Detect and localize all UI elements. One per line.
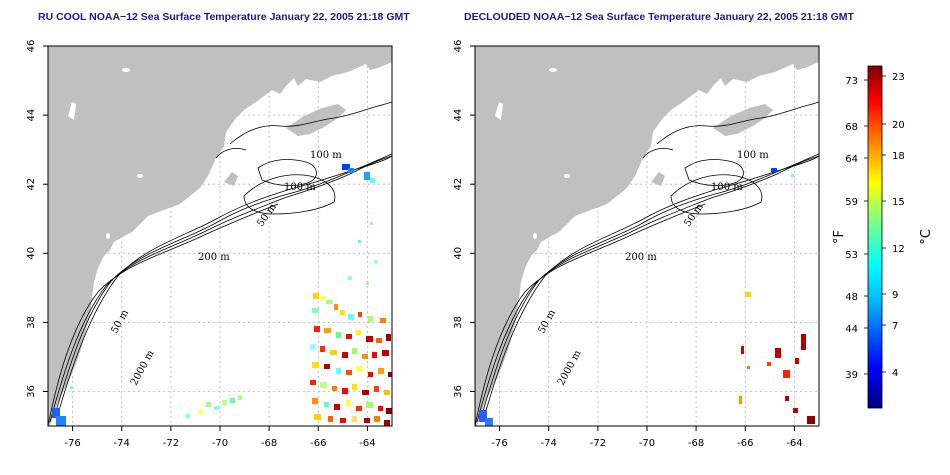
colorbar-f-tick-0: 73: [845, 76, 858, 87]
colorbar-c-tick-1: 20: [892, 120, 905, 131]
right-xtick-1: -74: [541, 438, 557, 449]
right-ytick-3: 40: [453, 247, 464, 260]
left-label-100m-north: 100 m: [310, 150, 342, 161]
left-ytick-5: 36: [26, 385, 37, 398]
right-georges-bank-loop: [670, 174, 763, 215]
right-ytick-0: 46: [453, 40, 464, 53]
left-isobath-50: [48, 203, 279, 426]
colorbar-f-tick-2: 64: [845, 154, 858, 165]
right-ytick-5: 36: [453, 385, 464, 398]
left-lakes: [68, 68, 143, 239]
left-xtick-3: -70: [212, 438, 228, 449]
right-xtick-3: -70: [639, 438, 655, 449]
left-xtick-2: -72: [163, 438, 179, 449]
right-y-axis: 46 44 42 40 38 36: [453, 40, 475, 398]
right-label-100m-center: 100 m: [711, 182, 743, 193]
left-xtick-1: -74: [114, 438, 130, 449]
colorbar: 73 68 64 59 53 48 44 39 23 20 18 15 12 9…: [832, 65, 934, 409]
right-isobath-100: [476, 155, 819, 423]
left-ytick-0: 46: [26, 40, 37, 53]
left-label-200m: 200 m: [198, 252, 230, 263]
left-panel: RU COOL NOAA−12 Sea Surface Temperature …: [26, 11, 410, 449]
left-land: [48, 46, 392, 426]
colorbar-c-label: °C: [919, 229, 934, 245]
colorbar-f-tick-1: 68: [845, 122, 858, 133]
right-xtick-0: -76: [491, 438, 507, 449]
right-gulf-maine-contour: [656, 101, 819, 145]
right-sst-decloud-patches: [479, 168, 815, 426]
right-ytick-4: 38: [453, 316, 464, 329]
colorbar-c-tick-4: 12: [892, 244, 905, 255]
left-ytick-3: 40: [26, 247, 37, 260]
left-xtick-5: -66: [310, 438, 326, 449]
right-label-200m: 200 m: [625, 252, 657, 263]
colorbar-f-label: °F: [832, 230, 847, 244]
right-xtick-5: -66: [737, 438, 753, 449]
right-isobath-50: [475, 203, 706, 426]
left-sst-cloud-free-patches: [52, 164, 392, 426]
colorbar-f-tick-7: 39: [845, 370, 858, 381]
colorbar-c-tick-3: 15: [892, 197, 905, 208]
right-xtick-6: -64: [786, 438, 802, 449]
right-label-100m-north: 100 m: [737, 150, 769, 161]
right-inner-loop: [684, 159, 744, 186]
right-isobaths: [475, 101, 819, 426]
left-y-axis: 46 44 42 40 38 36: [26, 40, 48, 398]
colorbar-c-tick-6: 7: [892, 321, 898, 332]
left-georges-bank-loop: [243, 174, 336, 215]
colorbar-f-tick-6: 44: [845, 324, 858, 335]
right-ytick-1: 44: [453, 109, 464, 122]
left-xtick-4: -68: [261, 438, 277, 449]
right-ytick-2: 42: [453, 178, 464, 191]
left-cape-cod: [224, 172, 238, 186]
right-panel-title: DECLOUDED NOAA−12 Sea Surface Temperatur…: [464, 11, 855, 23]
colorbar-gradient: [867, 65, 883, 409]
right-nova-scotia: [713, 104, 773, 136]
left-xtick-0: -76: [64, 438, 80, 449]
left-x-axis: -76 -74 -72 -70 -68 -66 -64: [64, 426, 376, 449]
colorbar-c-tick-2: 18: [892, 151, 905, 162]
right-land: [475, 46, 819, 426]
right-xtick-2: -72: [590, 438, 606, 449]
right-isobath-200: [480, 153, 819, 419]
right-lakes: [495, 68, 570, 239]
colorbar-f-tick-4: 53: [845, 250, 858, 261]
colorbar-f-tick-3: 59: [845, 197, 858, 208]
colorbar-f-tick-5: 48: [845, 292, 858, 303]
right-xtick-4: -68: [688, 438, 704, 449]
left-label-100m-center: 100 m: [284, 182, 316, 193]
right-x-axis: -76 -74 -72 -70 -68 -66 -64: [491, 426, 803, 449]
colorbar-c-tick-5: 9: [892, 290, 898, 301]
left-xtick-6: -64: [359, 438, 375, 449]
left-ytick-2: 42: [26, 178, 37, 191]
left-panel-title: RU COOL NOAA−12 Sea Surface Temperature …: [38, 11, 410, 23]
left-ytick-4: 38: [26, 316, 37, 329]
right-cape-cod: [651, 172, 665, 186]
left-ytick-1: 44: [26, 109, 37, 122]
left-nova-scotia: [286, 104, 346, 136]
right-panel: DECLOUDED NOAA−12 Sea Surface Temperatur…: [453, 11, 855, 449]
left-inner-loop: [257, 159, 317, 186]
colorbar-c-tick-0: 23: [892, 72, 905, 83]
left-gulf-maine-contour: [229, 101, 392, 145]
left-isobath-100: [49, 155, 392, 423]
colorbar-c-tick-7: 4: [892, 368, 898, 379]
